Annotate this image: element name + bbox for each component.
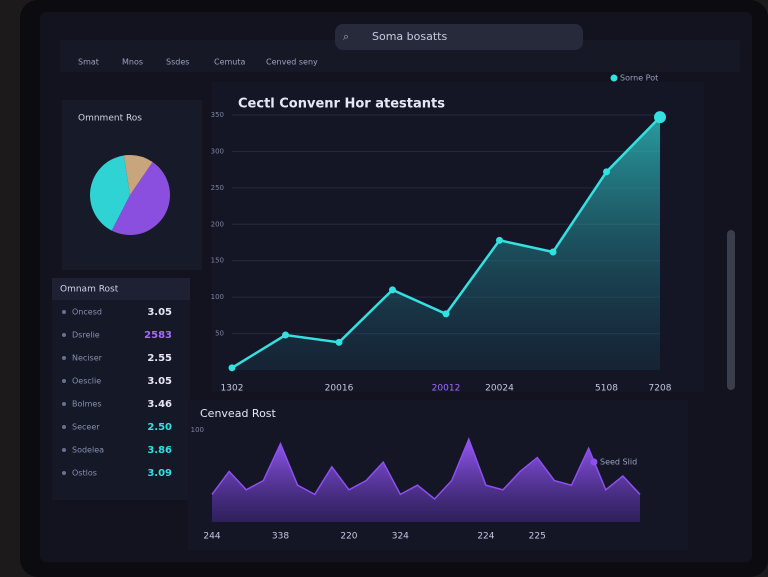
y-tick-label: 350 [211, 111, 224, 119]
data-point [442, 310, 450, 318]
legend-swatch [590, 458, 598, 466]
data-point [228, 364, 236, 372]
list: Oncesd 3.05 Dsrelie 2583 Neciser 2.55 Oesclie 3… [62, 307, 172, 479]
data-point [282, 331, 289, 339]
x-tick-label: 20024 [485, 384, 514, 394]
data-point [389, 286, 396, 294]
search-icon: ⌕ [343, 30, 349, 43]
row-value: 2.55 [147, 353, 172, 364]
row-value: 3.46 [147, 399, 172, 410]
y-tick-label: 300 [211, 147, 224, 155]
pie-slice [111, 161, 171, 236]
x-tick-label: 1302 [221, 384, 244, 394]
line-chart: 50 100 150 200 250 300 350 1302 20016 20012 20024 5… [211, 74, 672, 394]
row-label: Sodelea [72, 446, 104, 455]
nav-tab[interactable]: Smat [78, 58, 99, 67]
nav-tab[interactable]: Ssdes [166, 58, 189, 67]
row-value: 3.05 [147, 307, 172, 318]
row-value: 3.09 [147, 468, 172, 479]
nav-tab[interactable]: Cemuta [214, 58, 246, 67]
row-bullet [62, 402, 66, 406]
x-tick-label: 244 [203, 532, 220, 542]
x-tick-label: 225 [529, 532, 546, 542]
series-line [211, 437, 641, 501]
data-point [335, 338, 343, 346]
y-tick-label: 250 [211, 184, 224, 192]
row-label: Oncesd [72, 308, 102, 317]
row-label: Bolmes [72, 400, 102, 409]
row-label: Ostlos [72, 469, 97, 478]
y-tick-label: 100 [191, 426, 204, 434]
row-value: 3.86 [147, 445, 172, 456]
x-tick-label: 7208 [649, 384, 672, 394]
pie-slice [123, 155, 153, 195]
y-tick-label: 100 [211, 293, 224, 301]
area-fill [212, 439, 640, 522]
x-tick-label: 20012 [432, 384, 461, 394]
area-chart: 100 244 338 220 324 224 225 Seed Slid [191, 426, 641, 542]
x-tick-label: 5108 [595, 384, 618, 394]
x-tick-label: 224 [477, 532, 494, 542]
row-bullet [62, 448, 66, 452]
line-title: Cectl Convenr Hor atestants [238, 97, 445, 112]
row-value: 2.50 [147, 422, 172, 433]
row-bullet [62, 425, 66, 429]
pie-chart [89, 155, 171, 236]
legend-label: Sorne Pot [620, 74, 658, 83]
data-point [654, 111, 666, 124]
row-label: Seceer [72, 423, 100, 432]
row-bullet [62, 379, 66, 383]
area-title: Cenvead Rost [200, 407, 277, 420]
row-value: 2583 [144, 330, 172, 341]
row-label: Dsrelie [72, 331, 100, 340]
area-panel [188, 400, 688, 550]
area-fill [232, 117, 660, 370]
y-tick-label: 50 [215, 330, 224, 338]
x-tick-label: 220 [340, 532, 357, 542]
list-title: Omnam Rost [60, 285, 119, 295]
row-bullet [62, 471, 66, 475]
x-tick-label: 338 [272, 532, 289, 542]
nav-tabs: Smat Mnos Ssdes Cemuta Cenved seny [78, 58, 318, 67]
row-bullet [62, 310, 66, 314]
nav-tab[interactable]: Cenved seny [266, 58, 318, 67]
data-point [603, 168, 610, 176]
row-bullet [62, 356, 66, 360]
nav-tab[interactable]: Mnos [122, 58, 143, 67]
row-label: Neciser [72, 354, 103, 363]
pie-title: Omnment Ros [78, 114, 142, 124]
search-box[interactable] [335, 24, 583, 50]
y-tick-label: 150 [211, 257, 224, 265]
data-point [549, 248, 557, 256]
list-panel [52, 278, 190, 500]
legend-label: Seed Slid [600, 458, 637, 467]
x-tick-label: 20016 [325, 384, 354, 394]
search-text: Soma bosatts [372, 30, 447, 43]
x-tick-label: 324 [392, 532, 409, 542]
pie-slice [89, 155, 130, 231]
row-value: 3.05 [147, 376, 172, 387]
row-label: Oesclie [72, 377, 101, 386]
y-tick-label: 200 [211, 220, 224, 228]
scrollbar[interactable] [727, 230, 735, 390]
list-header [52, 278, 190, 300]
data-point [496, 236, 503, 244]
row-bullet [62, 333, 66, 337]
legend-swatch [610, 74, 618, 82]
